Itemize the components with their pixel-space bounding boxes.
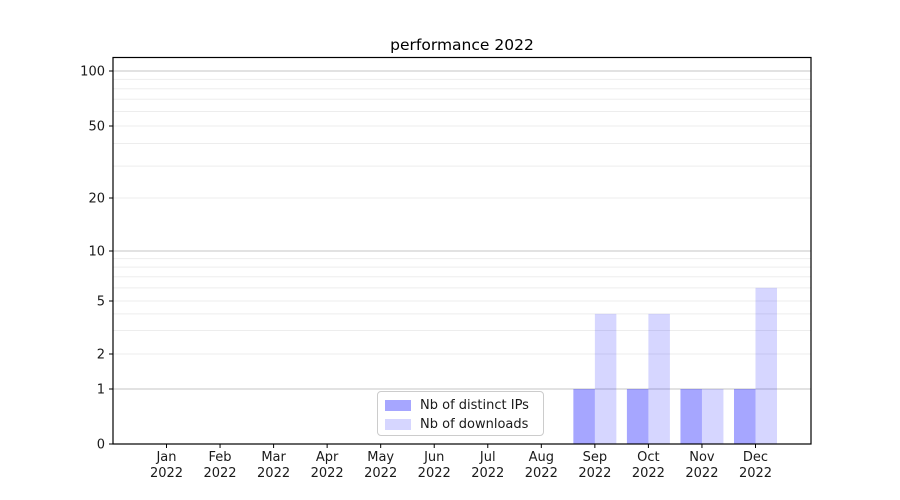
legend-swatch-distinct-ips [385,400,411,411]
x-tick-year-oct: 2022 [632,466,665,481]
x-tick-label-feb: Feb [209,450,232,465]
x-tick-year-apr: 2022 [311,466,344,481]
x-tick-year-jul: 2022 [471,466,504,481]
x-tick-year-may: 2022 [364,466,397,481]
legend-entry-distinct-ips: Nb of distinct IPs [385,396,543,415]
y-tick-label-50: 50 [88,120,105,135]
x-tick-year-jun: 2022 [418,466,451,481]
bar-nb-of-downloads-nov [701,389,724,444]
x-tick-label-may: May [367,450,394,465]
legend-label-distinct-ips: Nb of distinct IPs [420,398,529,413]
bar-nb-of-downloads-oct [648,313,670,444]
legend: Nb of distinct IPs Nb of downloads [377,391,544,436]
x-tick-label-dec: Dec [743,450,768,465]
bar-nb-of-downloads-dec [755,287,777,444]
x-tick-year-mar: 2022 [257,466,290,481]
bar-nb-of-distinct-ips-sep [573,389,595,444]
x-tick-year-sep: 2022 [578,466,611,481]
y-tick-label-100: 100 [80,65,105,80]
y-tick-label-20: 20 [88,192,105,207]
legend-swatch-downloads [385,419,411,430]
x-tick-year-jan: 2022 [150,466,183,481]
bar-nb-of-distinct-ips-oct [626,389,649,444]
x-tick-year-nov: 2022 [685,466,718,481]
x-tick-label-oct: Oct [637,450,659,465]
x-tick-label-aug: Aug [529,450,554,465]
bar-nb-of-downloads-sep [594,313,617,444]
x-tick-year-dec: 2022 [739,466,772,481]
x-tick-label-sep: Sep [583,450,608,465]
legend-entry-downloads: Nb of downloads [385,415,543,434]
y-tick-label-10: 10 [88,245,105,260]
x-tick-label-jan: Jan [155,450,176,465]
x-tick-label-mar: Mar [261,450,286,465]
x-tick-label-nov: Nov [689,450,715,465]
chart-title: performance 2022 [390,36,534,54]
x-tick-label-jun: Jun [423,450,444,465]
x-tick-year-aug: 2022 [525,466,558,481]
y-tick-label-2: 2 [97,348,105,363]
x-tick-year-feb: 2022 [203,466,236,481]
y-tick-label-5: 5 [97,295,105,310]
x-tick-label-apr: Apr [316,450,339,465]
y-tick-label-0: 0 [97,438,105,453]
x-tick-label-jul: Jul [479,450,496,465]
legend-label-downloads: Nb of downloads [420,417,529,432]
y-tick-label-1: 1 [97,383,105,398]
bar-nb-of-distinct-ips-dec [733,389,756,444]
bar-nb-of-distinct-ips-nov [680,389,702,444]
